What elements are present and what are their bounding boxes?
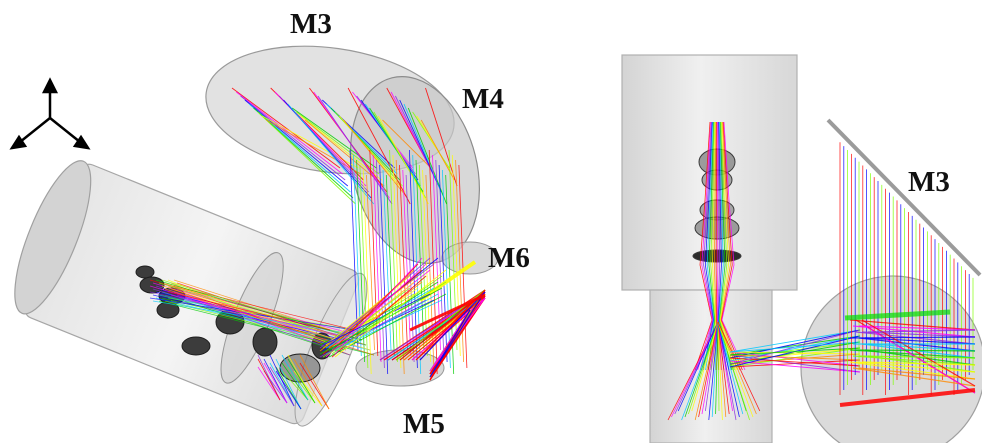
coordinate-axes-icon <box>9 77 91 150</box>
mirror-m3-right <box>826 118 982 277</box>
label-m6: M6 <box>488 242 530 274</box>
label-m5: M5 <box>403 408 445 440</box>
label-m3-left: M3 <box>290 8 332 40</box>
mirror-m5 <box>355 349 445 387</box>
label-m4: M4 <box>462 83 504 115</box>
right-view <box>621 54 982 443</box>
left-ray-bundle <box>149 87 486 410</box>
left-view <box>9 45 499 427</box>
right-ray-bundle <box>667 121 976 421</box>
label-m3-right: M3 <box>908 166 950 198</box>
